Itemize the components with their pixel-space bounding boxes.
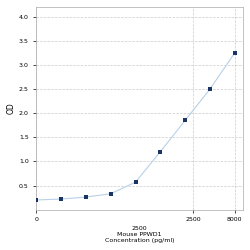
Point: [34, 198, 38, 202]
Point: [134, 180, 138, 184]
Point: [84, 195, 88, 199]
Y-axis label: OD: OD: [7, 102, 16, 114]
X-axis label: 2500
Mouse PPWD1
Concentration (pg/ml): 2500 Mouse PPWD1 Concentration (pg/ml): [105, 226, 174, 243]
Point: [109, 192, 113, 196]
Point: [158, 150, 162, 154]
Point: [208, 87, 212, 91]
Point: [59, 197, 63, 201]
Point: [233, 51, 237, 55]
Point: [183, 118, 187, 122]
